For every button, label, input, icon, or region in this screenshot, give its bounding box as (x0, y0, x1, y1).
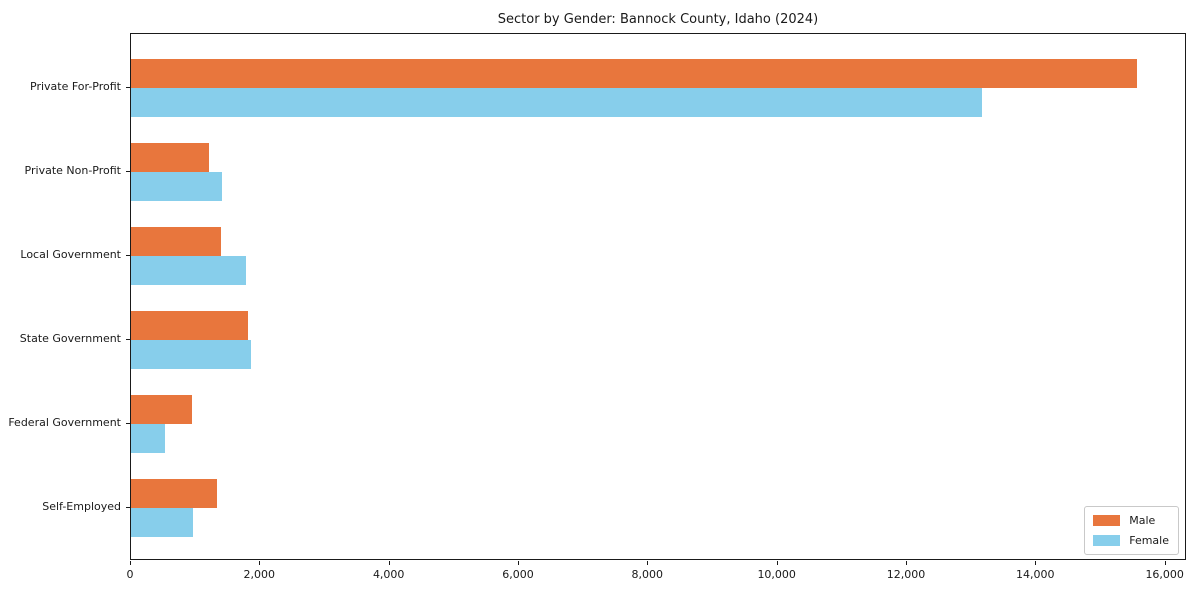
x-tick-mark-6000 (518, 561, 519, 565)
x-tick-label-0: 0 (126, 568, 134, 581)
bar-male-local-government (131, 227, 221, 256)
legend-entry-female: Female (1093, 534, 1169, 547)
x-tick-label-2000: 2,000 (243, 568, 276, 581)
bar-male-private-non-profit (131, 143, 209, 172)
bar-female-state-government (131, 340, 252, 369)
x-tick-label-12000: 12,000 (886, 568, 926, 581)
female-color-swatch (1093, 535, 1121, 546)
y-tick-label-private-for-profit: Private For-Profit (30, 80, 121, 93)
bar-male-private-for-profit (131, 59, 1138, 88)
x-tick-label-16000: 16,000 (1145, 568, 1184, 581)
y-tick-label-state-government: State Government (19, 332, 121, 345)
y-tick-mark-federal-government (126, 423, 130, 424)
bar-male-federal-government (131, 395, 192, 424)
y-tick-mark-private-for-profit (126, 87, 130, 88)
y-tick-label-local-government: Local Government (20, 248, 121, 261)
male-color-swatch (1093, 515, 1121, 526)
y-tick-label-federal-government: Federal Government (8, 416, 121, 429)
x-tick-mark-0 (130, 561, 131, 565)
x-tick-label-6000: 6,000 (502, 568, 534, 581)
x-tick-mark-8000 (647, 561, 649, 565)
plot-area: Male Female (130, 33, 1186, 560)
legend: Male Female (1084, 506, 1179, 555)
x-tick-label-8000: 8,000 (631, 568, 664, 581)
bar-male-state-government (131, 311, 248, 340)
bar-male-self-employed (131, 479, 217, 508)
bar-female-private-for-profit (131, 88, 982, 117)
x-tick-mark-16000 (1164, 561, 1166, 565)
bar-female-private-non-profit (131, 172, 222, 201)
legend-label-male: Male (1129, 514, 1156, 527)
bar-female-local-government (131, 256, 247, 285)
y-tick-mark-private-non-profit (126, 171, 130, 172)
x-tick-label-10000: 10,000 (757, 568, 796, 581)
x-tick-mark-14000 (1035, 561, 1037, 565)
y-tick-label-private-non-profit: Private Non-Profit (24, 164, 121, 177)
bar-female-self-employed (131, 508, 194, 537)
x-tick-label-14000: 14,000 (1016, 568, 1055, 581)
y-tick-mark-local-government (126, 255, 130, 256)
x-tick-mark-4000 (388, 561, 390, 565)
y-tick-mark-self-employed (126, 507, 130, 508)
legend-label-female: Female (1129, 534, 1169, 547)
x-tick-label-4000: 4,000 (372, 568, 405, 581)
legend-entry-male: Male (1093, 514, 1169, 527)
chart-title: Sector by Gender: Bannock County, Idaho … (497, 12, 819, 27)
y-tick-mark-state-government (126, 339, 130, 340)
y-tick-label-self-employed: Self-Employed (42, 500, 121, 513)
x-tick-mark-12000 (906, 561, 907, 565)
x-tick-mark-10000 (776, 561, 778, 565)
bar-female-federal-government (131, 424, 166, 453)
x-tick-mark-2000 (259, 561, 261, 565)
